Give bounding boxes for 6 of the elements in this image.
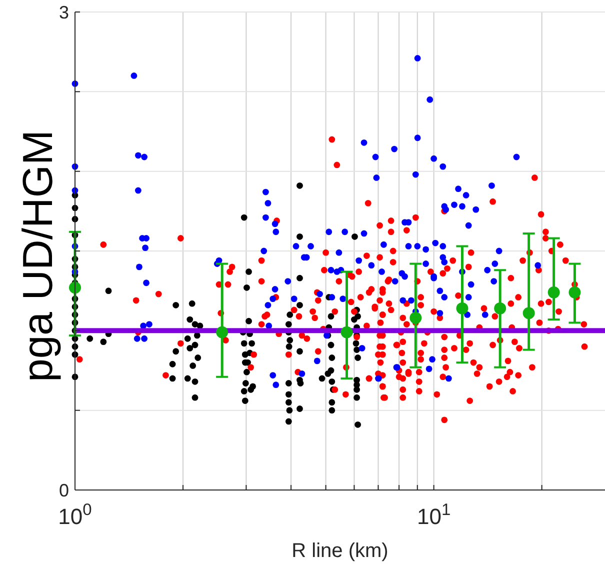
y-tick-label: 0 (58, 480, 69, 500)
y-axis-title: pga UD/HGM (14, 130, 61, 382)
x-axis-title: R line (km) (292, 540, 388, 562)
y-tick-label: 3 (58, 2, 69, 22)
x-tick-label: 10$^{0}$ (58, 501, 92, 529)
x-tick-label: 10$^{1}$ (416, 501, 451, 529)
